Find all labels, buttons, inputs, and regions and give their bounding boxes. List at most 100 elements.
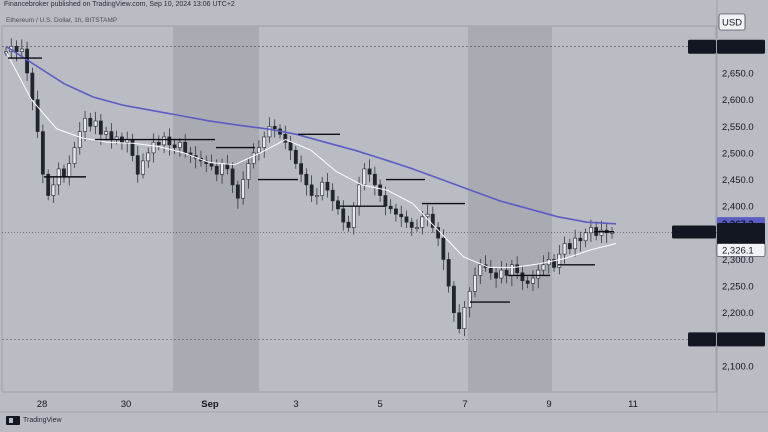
candle	[77, 122, 82, 155]
candle	[146, 147, 151, 168]
time-tick-label: Sep	[201, 399, 219, 410]
candle-body	[35, 99, 40, 132]
candle	[309, 175, 314, 202]
price-tick-label: 2,200.0	[722, 308, 754, 319]
candle-body	[257, 147, 261, 154]
symbol-legend: Ethereum / U.S. Dollar, 1h, BITSTAMP	[6, 17, 118, 24]
candle-body	[93, 120, 98, 127]
candle-body	[531, 277, 535, 284]
candle-body	[109, 131, 114, 140]
candle	[478, 258, 483, 284]
candle-body	[388, 205, 393, 210]
candle-body	[98, 120, 103, 135]
low-value-text: 2,150.0	[722, 335, 754, 346]
time-tick-label: 30	[121, 399, 132, 410]
candle-body	[62, 168, 66, 178]
candle	[578, 231, 583, 252]
candle-body	[552, 259, 556, 268]
moving-average-long	[5, 45, 617, 225]
candle	[304, 168, 309, 196]
candle	[399, 205, 404, 227]
candle	[409, 217, 414, 237]
candle	[141, 153, 145, 179]
candle	[525, 276, 530, 289]
high-tag-text: High	[691, 42, 712, 53]
weekend-band	[468, 26, 552, 392]
candle	[30, 67, 35, 111]
candle	[93, 111, 98, 135]
candle	[293, 145, 298, 169]
candle	[573, 229, 578, 257]
time-tick-label: 28	[37, 399, 48, 410]
candle-body	[283, 133, 288, 143]
candle-body	[583, 232, 588, 242]
tradingview-logo-icon	[6, 416, 20, 425]
price-tick-label: 2,100.0	[722, 362, 754, 373]
candle-body	[599, 229, 604, 236]
candle	[367, 159, 372, 183]
candle	[583, 228, 588, 248]
candle	[346, 215, 351, 232]
time-tick-label: 11	[628, 399, 638, 410]
candle-body	[14, 46, 19, 52]
candle-body	[415, 227, 419, 229]
candle	[446, 252, 451, 293]
candle-body	[399, 213, 404, 218]
candle-body	[509, 264, 514, 276]
candle	[383, 186, 388, 216]
candle-body	[420, 216, 425, 228]
candle	[520, 266, 525, 290]
candle-body	[267, 125, 272, 138]
candle-body	[272, 125, 277, 130]
candle-body	[473, 275, 477, 292]
candle	[40, 124, 45, 184]
candle	[262, 131, 267, 158]
candle-body	[72, 147, 77, 164]
candle-body	[241, 179, 246, 199]
candle	[320, 176, 325, 201]
candle-body	[578, 237, 583, 242]
candle-body	[494, 272, 498, 279]
low-tag-text: Low	[693, 335, 713, 346]
candle	[462, 301, 467, 337]
candle	[430, 206, 435, 233]
candle-body	[299, 163, 303, 175]
candle-body	[130, 139, 135, 156]
candle-body	[320, 181, 325, 196]
candle	[457, 304, 462, 334]
level-value-tag	[716, 243, 766, 257]
candle-body	[462, 307, 467, 330]
candle-body	[589, 227, 593, 234]
brand-name: TradingView	[23, 417, 62, 424]
candle-body	[30, 72, 35, 100]
candle-body	[67, 163, 72, 178]
candle	[283, 125, 288, 150]
moving-average-short	[5, 51, 617, 268]
candle	[272, 119, 277, 138]
candle-body	[315, 195, 319, 198]
candle-body	[214, 165, 219, 175]
candle-body	[367, 168, 372, 175]
candle	[172, 138, 177, 154]
candle	[151, 133, 156, 163]
price-tick-label: 2,300.0	[722, 255, 754, 266]
candle-body	[536, 269, 541, 279]
high-tag	[688, 39, 716, 54]
candle	[467, 287, 472, 318]
candle-body	[357, 184, 361, 207]
candle-body	[430, 213, 435, 228]
candle	[46, 169, 51, 201]
candle	[404, 210, 409, 229]
price-tick-label: 2,450.0	[722, 175, 754, 186]
symbol-tag-text: ETHUSD	[674, 227, 713, 238]
candle	[415, 219, 419, 232]
candle	[541, 255, 546, 276]
candle-body	[394, 208, 398, 215]
symbol-tag	[672, 225, 716, 239]
candle	[452, 281, 456, 322]
candle-body	[83, 117, 87, 132]
currency-button[interactable]	[718, 13, 746, 31]
candle	[330, 183, 335, 211]
